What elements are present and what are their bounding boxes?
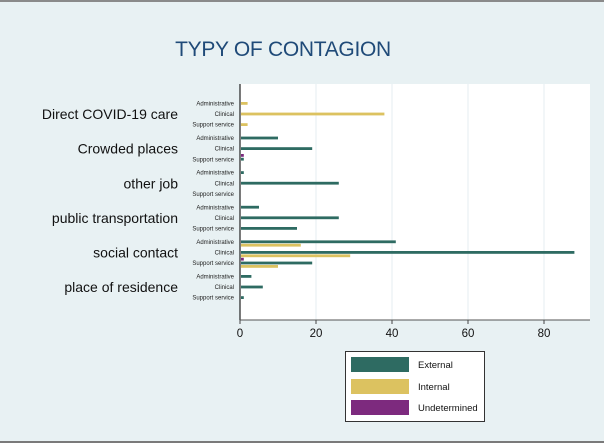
bar-internal [241, 112, 385, 116]
y-axis-labels: Direct COVID-19 care Administrative Clinic… [42, 102, 235, 302]
x-tick-label: 80 [538, 328, 551, 340]
subcategory-label: Clinical [215, 285, 234, 291]
bar-internal [241, 102, 248, 105]
subcategory-label: Support service [192, 296, 234, 302]
plot-area [240, 84, 590, 320]
subcategory-label: Administrative [196, 275, 234, 281]
bar-external [241, 285, 263, 289]
bar-external [241, 171, 244, 174]
x-tick-label: 60 [462, 328, 475, 340]
subcategory-label: Clinical [215, 147, 234, 153]
bar-internal [241, 254, 351, 258]
bar-external [241, 216, 339, 220]
bar-undetermined [241, 257, 244, 261]
subcategory-label: Clinical [215, 216, 234, 222]
bar-external [241, 296, 244, 299]
legend-label-undetermined: Undetermined [418, 403, 478, 414]
category-label: Crowded places [78, 141, 178, 157]
bar-external [241, 147, 313, 150]
bars [241, 102, 575, 299]
bar-external [241, 227, 297, 230]
chart-title: TYPY OF CONTAGION [175, 38, 391, 61]
bar-external [241, 205, 259, 209]
bar-external [241, 275, 252, 278]
bar-internal [241, 243, 301, 247]
category-label: place of residence [64, 279, 178, 295]
legend: External Internal Undetermined [345, 351, 485, 422]
bar-internal [241, 123, 248, 126]
subcategory-label: Support service [192, 192, 234, 198]
axes: 0 20 40 60 80 [237, 84, 590, 340]
legend-label-internal: Internal [418, 382, 450, 393]
subcategory-label: Support service [192, 157, 234, 163]
subcategory-label: Clinical [215, 181, 234, 187]
subcategory-label: Clinical [215, 251, 234, 257]
bar-external [241, 136, 278, 140]
subcategory-label: Support service [192, 261, 234, 267]
category-label: public transportation [52, 210, 178, 226]
bar-external [241, 157, 244, 161]
x-tick-label: 0 [237, 328, 243, 340]
legend-swatch-undetermined [351, 400, 409, 415]
gridlines [315, 84, 545, 320]
bar-internal [241, 265, 278, 268]
bar-external [241, 251, 575, 254]
subcategory-label: Support service [192, 123, 234, 129]
legend-swatch-internal [351, 379, 409, 394]
bar-external [241, 240, 396, 244]
subcategory-label: Administrative [196, 102, 234, 108]
subcategory-label: Support service [192, 227, 234, 233]
x-tick-label: 40 [386, 328, 399, 340]
bar-undetermined [241, 154, 244, 157]
legend-swatch-external [351, 357, 409, 372]
bar-external [241, 181, 339, 185]
subcategory-label: Administrative [196, 205, 234, 211]
bar-external [241, 261, 313, 265]
x-tick-label: 20 [310, 328, 323, 340]
subcategory-label: Administrative [196, 136, 234, 142]
category-label: Direct COVID-19 care [42, 106, 178, 122]
subcategory-label: Administrative [196, 171, 234, 177]
subcategory-label: Administrative [196, 240, 234, 246]
category-label: social contact [93, 245, 178, 261]
category-label: other job [124, 175, 179, 191]
subcategory-label: Clinical [215, 112, 234, 118]
legend-label-external: External [418, 360, 453, 371]
